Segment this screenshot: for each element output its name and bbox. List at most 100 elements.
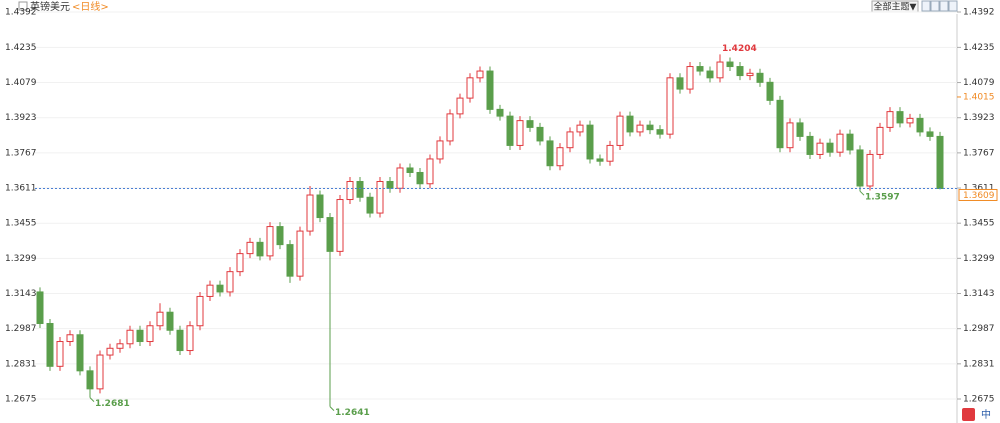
y-tick-label-right: 1.3143 — [963, 289, 995, 299]
toolbar-icon[interactable] — [921, 0, 931, 12]
candle-body — [376, 180, 384, 214]
candle-body — [766, 81, 774, 101]
candle-body — [226, 271, 234, 293]
candle-body — [216, 284, 224, 293]
candle-body — [436, 140, 444, 160]
low-annotation: 1.3597 — [865, 193, 900, 203]
y-tick-label-right: 1.4235 — [963, 43, 995, 53]
low-annotation: 1.2641 — [335, 408, 370, 418]
candle-body — [326, 217, 334, 252]
candle-body — [796, 122, 804, 137]
candle-body — [706, 70, 714, 79]
candle-body — [636, 124, 644, 133]
candle-body — [566, 131, 574, 149]
candle-body — [86, 370, 94, 390]
candle-body — [66, 334, 74, 343]
candle-body — [186, 325, 194, 352]
candle-body — [236, 253, 244, 273]
candle-body — [106, 347, 114, 356]
candle-body — [466, 77, 474, 99]
candle-body — [686, 66, 694, 90]
theme-button-label[interactable]: 全部主题▼ — [874, 1, 917, 13]
y-tick-label: 1.4079 — [5, 78, 37, 88]
candle-body — [406, 167, 414, 173]
candle-body — [446, 113, 454, 142]
y-tick-label: 1.4235 — [5, 43, 37, 53]
toolbar-icons[interactable] — [921, 0, 958, 12]
candle-body — [266, 226, 274, 257]
candle-body — [256, 241, 264, 257]
last-price-box — [958, 188, 998, 201]
candle-body — [836, 133, 844, 153]
candle-body — [516, 120, 524, 146]
candle-body — [126, 329, 134, 345]
toolbar-icon[interactable] — [948, 0, 958, 12]
candle-body — [876, 126, 884, 155]
last-price-label: 1.3609 — [963, 191, 995, 201]
y-tick-label-right: 1.3923 — [963, 113, 995, 123]
candle-body — [476, 70, 484, 79]
candle-body — [176, 329, 184, 352]
candle-body — [676, 77, 684, 90]
candle-body — [386, 180, 394, 189]
low-annotation: 1.2681 — [95, 399, 130, 409]
candle-body — [336, 199, 344, 252]
chart-title: 英镑美元 — [30, 0, 70, 13]
candle-body — [166, 311, 174, 331]
y-tick-label: 1.3143 — [5, 289, 37, 299]
candle-body — [856, 149, 864, 187]
candle-body — [36, 291, 44, 324]
candle-body — [826, 142, 834, 153]
candle-body — [46, 322, 54, 367]
low-annotation-pointer — [329, 406, 335, 412]
title-icon — [18, 1, 28, 11]
candle-body — [656, 129, 664, 135]
y-tick-label-right: 1.3611 — [963, 184, 995, 194]
candle-body — [156, 311, 164, 327]
low-annotation-pointer — [89, 397, 95, 403]
y-tick-label: 1.3299 — [5, 254, 37, 264]
candle-body — [576, 124, 584, 133]
y-tick-label: 1.2987 — [5, 324, 37, 334]
candle-body — [76, 334, 84, 372]
logo-text: 中 — [981, 408, 991, 421]
candle-body — [346, 180, 354, 201]
y-tick-label-right: 1.3455 — [963, 219, 995, 229]
candle-body — [596, 158, 604, 162]
candle-body — [586, 124, 594, 160]
candle-body — [366, 196, 374, 214]
chart-period[interactable]: <日线> — [72, 0, 109, 13]
candle-body — [286, 244, 294, 277]
logo-icon — [962, 408, 975, 421]
candle-body — [666, 77, 674, 135]
y-tick-label: 1.3923 — [5, 113, 37, 123]
candle-body — [536, 126, 544, 142]
y-tick-label-right: 1.4392 — [963, 8, 995, 18]
y-tick-label-right: 1.3767 — [963, 148, 995, 158]
candle-body — [556, 147, 564, 167]
candle-body — [116, 343, 124, 349]
low-annotation-pointer — [859, 190, 865, 196]
candle-body — [736, 66, 744, 77]
candle-body — [776, 99, 784, 149]
candle-body — [426, 158, 434, 185]
candle-body — [806, 135, 814, 155]
y-tick-label: 1.3611 — [5, 184, 37, 194]
toolbar-icon[interactable] — [939, 0, 949, 12]
y-tick-label: 1.4392 — [5, 8, 37, 18]
toolbar-icon[interactable] — [930, 0, 940, 12]
candle-body — [846, 133, 854, 151]
y-tick-label-right: 1.2675 — [963, 395, 995, 405]
y-tick-label-right: 1.3299 — [963, 254, 995, 264]
candle-body — [626, 115, 634, 133]
candle-body — [356, 180, 364, 198]
candle-body — [496, 108, 504, 117]
candle-body — [96, 354, 104, 390]
y-tick-label: 1.2831 — [5, 359, 37, 369]
candle-body — [456, 97, 464, 115]
candle-body — [616, 115, 624, 146]
candle-body — [196, 295, 204, 327]
candle-body — [746, 72, 754, 77]
candle-body — [696, 66, 704, 72]
candle-body — [716, 61, 724, 79]
